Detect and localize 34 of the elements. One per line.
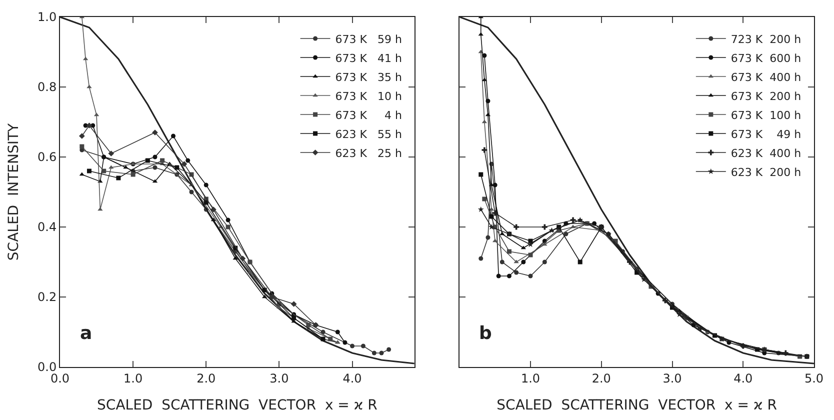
x-tick-label: 2.0 — [196, 371, 216, 386]
legend-label: 623 K 200 h — [730, 166, 802, 179]
legend-label: 673 K 400 h — [730, 70, 802, 84]
annotation: b — [479, 323, 492, 344]
x-tick-label: 5.0 — [804, 371, 824, 386]
y-tick-label: 0.8 — [38, 80, 57, 94]
annotation: a — [80, 323, 92, 344]
y-tick-label: 1.0 — [38, 10, 57, 24]
x-tick-label: 2.0 — [592, 371, 611, 386]
legend-label: 673 K 4 h — [335, 108, 402, 122]
legend-label: 673 K 600 h — [730, 52, 802, 65]
legend-label: 673 K 59 h — [335, 32, 402, 46]
legend-label: 673 K 10 h — [335, 90, 402, 103]
y-tick-label: 0.6 — [38, 150, 57, 164]
x-axis-title: SCALED SCATTERING VECTOR x = ϰ R — [496, 398, 778, 414]
x-tick-label: 1.0 — [124, 371, 143, 386]
x-tick-label: 4.0 — [342, 371, 362, 386]
x-tick-label: 1.0 — [520, 371, 540, 386]
legend-label: 723 K 200 h — [730, 32, 802, 46]
legend-label: 623 K 400 h — [730, 146, 802, 160]
x-tick-label: 3.0 — [662, 371, 682, 386]
legend-label: 623 K 55 h — [335, 128, 402, 141]
y-axis-title: SCALED INTENSITY — [6, 122, 22, 261]
legend-label: 623 K 25 h — [335, 146, 402, 160]
legend-label: 673 K 41 h — [335, 52, 402, 65]
x-axis-title: SCALED SCATTERING VECTOR x = ϰ R — [97, 398, 378, 414]
legend-label: 673 K 200 h — [730, 90, 802, 103]
legend-label: 673 K 35 h — [335, 70, 402, 84]
x-tick-label: 3.0 — [270, 371, 289, 386]
x-tick-label: 4.0 — [734, 371, 753, 386]
y-tick-label: 0.2 — [38, 290, 57, 304]
y-tick-label: 0.4 — [38, 220, 57, 234]
legend-label: 673 K 49 h — [730, 128, 802, 141]
legend-label: 673 K 100 h — [730, 108, 802, 122]
